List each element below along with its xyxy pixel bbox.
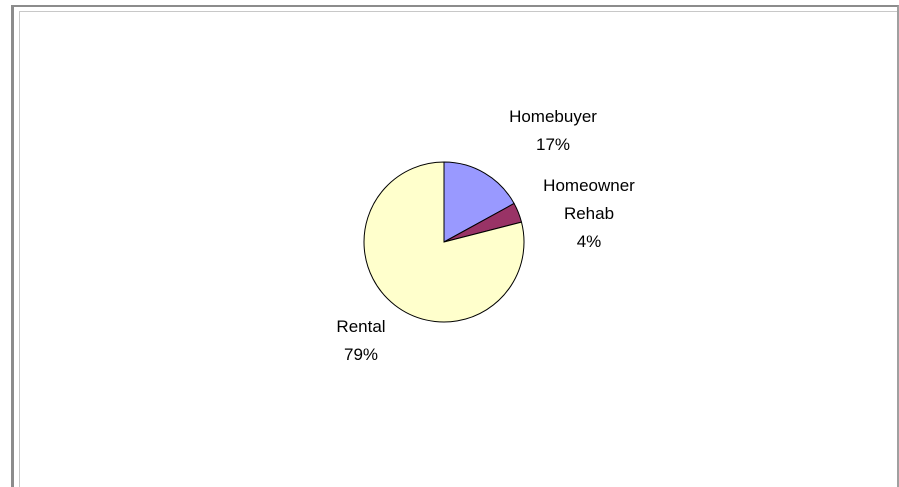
pie-slice-rental <box>363 161 525 323</box>
data-label-homeowner-rehab-percent: 4% <box>577 232 602 251</box>
data-label-homeowner-rehab-name: Homeowner <box>543 176 635 195</box>
data-label-homeowner-rehab-name: Rehab <box>564 204 614 223</box>
pie-labels: Homebuyer 17% Homeowner Rehab 4% Rental 79% <box>336 107 635 364</box>
pie-slice-homebuyer <box>443 161 515 243</box>
data-label-homebuyer-name: Homebuyer <box>509 107 597 126</box>
data-label-homebuyer-percent: 17% <box>536 135 570 154</box>
chart-area <box>19 11 897 487</box>
data-label-rental-name: Rental <box>336 317 385 336</box>
data-label-rental-percent: 79% <box>344 345 378 364</box>
pie-slices <box>363 161 525 323</box>
